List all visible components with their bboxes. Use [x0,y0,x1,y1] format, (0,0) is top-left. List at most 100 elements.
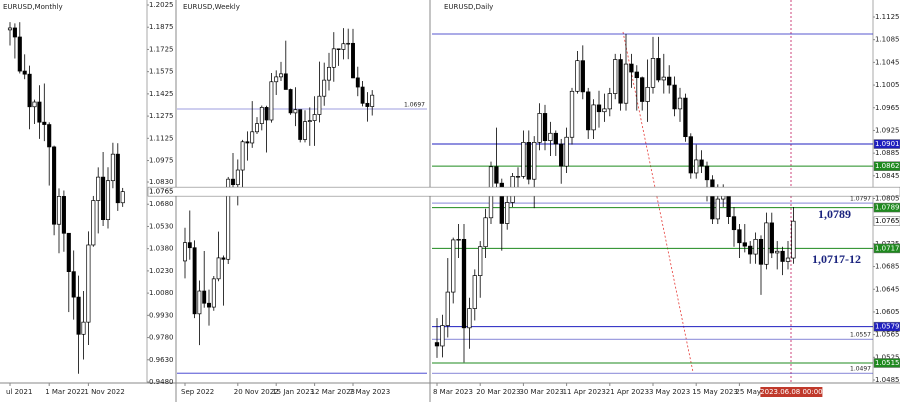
x-tick-label: 12 Mar 2023 [311,388,355,396]
candle-body [355,77,360,88]
candle-body [115,153,120,204]
y-tick-label: 1.1005 [875,81,900,89]
candle-body [472,275,477,309]
candle-body [71,271,76,298]
candle-body [66,232,71,272]
level-box [873,321,900,332]
x-tick-label: 1 Mar 2022 [45,388,85,396]
candle-body [575,60,580,92]
candle-body [61,196,66,234]
y-tick-label: 0.9930 [149,311,174,319]
candle-body [672,84,677,110]
x-tick-label: 20 Mar 2023 [476,388,520,396]
candle-body [764,222,769,265]
candle-body [76,296,81,335]
weekly-plot [177,28,427,374]
candle-body [467,308,472,329]
candle-body [283,73,288,90]
y-tick-label: 1.0645 [875,285,900,293]
candle-body [42,121,47,125]
candle-body [564,136,569,167]
candle-body [726,193,731,217]
candle-body [434,342,440,347]
candle-body [231,178,235,186]
candle-body [791,220,796,259]
candle-body [542,113,548,141]
y-tick-label: 1.0605 [875,308,900,316]
x-tick-label: 7 May 2023 [349,388,390,396]
candle-body [192,247,197,315]
candle-body [548,132,553,141]
candle-body [640,77,645,102]
current-date-box [760,387,823,397]
level-box [873,161,900,171]
candle-body [537,113,542,143]
candle-body [602,108,607,113]
candle-body [478,246,483,276]
candle-body [569,90,575,138]
level-label: 1.0579 [875,323,900,331]
candle-body [101,176,106,220]
x-tick-label: Sep 2022 [181,388,214,396]
candle-body [505,202,510,224]
candle-body [499,182,504,224]
level-box [147,186,900,197]
level-box [873,202,900,213]
candle-body [187,242,192,249]
candle-body [694,159,699,174]
candle-body [269,81,274,121]
candle-body [688,136,693,174]
candle-body [86,244,91,323]
candle-body [553,132,558,145]
y-tick-label: 1.0975 [149,157,174,165]
level-label: 1.0901 [875,140,900,148]
candle-body [235,169,240,186]
daily-plot [432,33,873,374]
panel-title: EURUSD,Daily [444,3,493,11]
candle-body [645,86,650,102]
candle-body [451,239,456,293]
y-tick-label: 1.2025 [149,1,174,9]
candle-body [515,176,521,178]
x-tick-label: 15 May 2023 [692,388,738,396]
candle-body [494,166,499,184]
candle-body [120,191,125,204]
candle-body [440,325,445,347]
x-tick-label: 15 Jan 2023 [272,388,314,396]
y-tick-label: 1.0685 [875,263,900,271]
y-tick-label: 1.0805 [875,195,900,203]
candle-body [91,200,96,246]
candle-body [341,43,346,50]
candle-body [656,58,661,81]
y-tick-label: 1.1125 [875,13,900,21]
y-tick-label: 1.1425 [149,90,174,98]
y-tick-label: 0.9630 [149,356,174,364]
level-box [873,243,900,254]
y-tick-label: 1.0845 [875,172,900,180]
level-label: 1.0862 [875,162,900,170]
y-tick-label: 1.1125 [149,134,174,142]
candle-body [183,242,187,262]
candle-body [293,109,298,114]
candle-body [81,321,86,335]
candle-body [331,48,336,68]
candle-body [312,114,317,121]
y-tick-label: 1.0485 [875,376,900,384]
candle-body [56,196,62,225]
candle-body [591,104,596,131]
level-label: 1.0765 [149,188,174,196]
candle-body [96,176,101,201]
y-tick-label: 1.0965 [875,104,900,112]
candle-body [288,89,293,114]
candle-body [47,124,52,148]
y-tick-label: 1.0680 [149,200,174,208]
annotation: 1,0717-12 [812,252,861,266]
candle-body [758,238,764,265]
level-label: 1.0697 [404,102,425,109]
candle-body [683,97,688,138]
level-box [873,216,900,226]
candle-body [623,63,629,104]
x-tick-label: 11 Apr 2023 [563,388,606,396]
candle-body [456,238,461,241]
